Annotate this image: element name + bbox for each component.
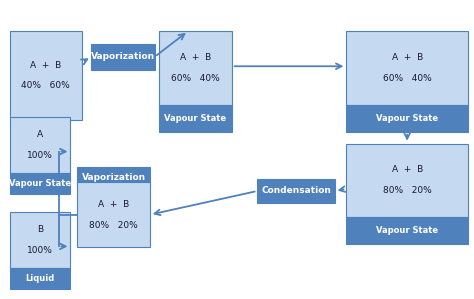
FancyBboxPatch shape — [346, 144, 468, 217]
Text: Vapour State: Vapour State — [376, 226, 438, 235]
Text: Condensation: Condensation — [261, 187, 331, 196]
Text: Vapour State: Vapour State — [9, 179, 71, 188]
FancyBboxPatch shape — [91, 44, 155, 70]
FancyBboxPatch shape — [9, 117, 70, 173]
Text: Liquid: Liquid — [25, 274, 55, 283]
Text: A  +  B

80%   20%: A + B 80% 20% — [383, 165, 431, 195]
FancyBboxPatch shape — [159, 105, 232, 132]
Text: B

100%: B 100% — [27, 225, 53, 255]
FancyBboxPatch shape — [257, 179, 335, 203]
Text: Vaporization: Vaporization — [91, 52, 155, 61]
Text: A  +  B

40%   60%: A + B 40% 60% — [21, 60, 70, 90]
FancyBboxPatch shape — [346, 105, 468, 132]
Text: Vapour State: Vapour State — [164, 114, 227, 123]
Text: A  +  B

80%   20%: A + B 80% 20% — [89, 200, 138, 230]
FancyBboxPatch shape — [9, 31, 82, 120]
FancyBboxPatch shape — [159, 31, 232, 105]
FancyBboxPatch shape — [9, 268, 70, 289]
Text: Vapour State: Vapour State — [376, 114, 438, 123]
FancyBboxPatch shape — [9, 173, 70, 194]
Text: Vaporization: Vaporization — [82, 173, 146, 182]
FancyBboxPatch shape — [9, 212, 70, 268]
Text: A  +  B

60%   40%: A + B 60% 40% — [171, 53, 220, 83]
Text: A

100%: A 100% — [27, 130, 53, 160]
FancyBboxPatch shape — [77, 182, 150, 247]
FancyBboxPatch shape — [77, 167, 150, 188]
FancyBboxPatch shape — [346, 217, 468, 244]
FancyBboxPatch shape — [346, 31, 468, 105]
Text: A  +  B

60%   40%: A + B 60% 40% — [383, 53, 431, 83]
